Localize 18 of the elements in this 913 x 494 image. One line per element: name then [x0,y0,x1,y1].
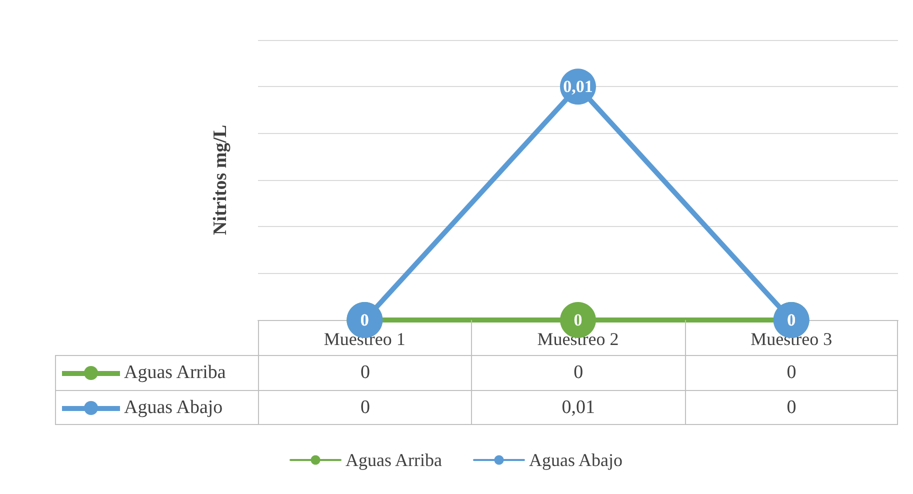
y-axis-title: Nitritos mg/L [210,124,231,236]
data-label: 0 [786,396,798,418]
data-label: 0 [786,362,798,384]
text: 0 [574,310,582,330]
x-tick-label: Muestreo 2 [537,329,619,349]
text: Aguas Abajo [124,396,223,418]
data-label: 0 [360,362,372,384]
text: 0 [360,310,369,330]
text: 0,01 [563,77,593,96]
data-label: 0 [572,362,584,384]
x-tick-label: Muestreo 1 [324,329,406,349]
x-tick-label: Muestreo 3 [750,329,832,349]
text: Aguas Arriba [124,362,226,383]
data-label: 0,01 [560,396,596,418]
legend-label: Aguas Arriba [346,450,442,470]
text: 0 [787,310,796,330]
legend-label: Aguas Abajo [528,450,622,470]
data-label: 0 [360,396,372,418]
